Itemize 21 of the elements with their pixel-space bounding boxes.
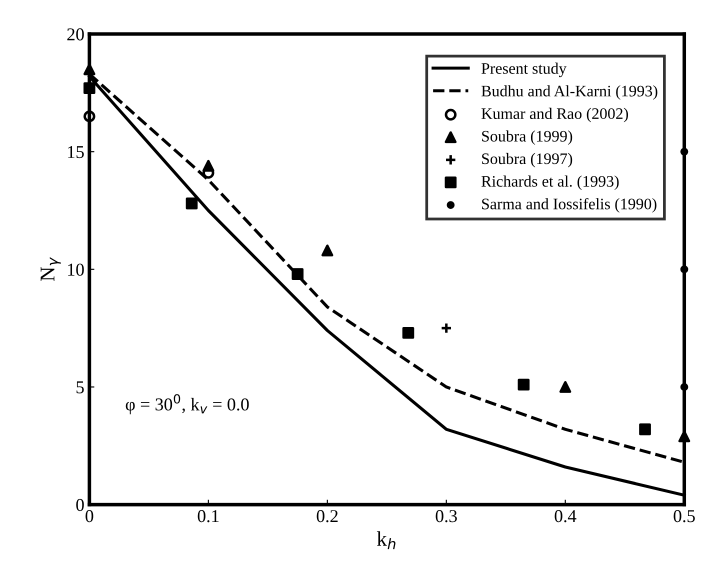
y-tick-label: 10 <box>68 264 84 276</box>
y-tick-label: 0 <box>76 498 84 512</box>
annotation: φ = 30$^{0}$, k$_{v}$ = 0.0 <box>126 394 249 414</box>
legend-label: Soubra (1999) <box>482 130 572 145</box>
legend-label: Budhu and Al-Karni (1993) <box>481 85 658 100</box>
x-tick-label: 0.1 <box>198 510 219 522</box>
x-tick-label: 0.4 <box>554 510 576 522</box>
y-tick-label: 5 <box>76 381 84 394</box>
x-tick-label: 0.2 <box>316 510 338 522</box>
legend-label: Richards et al. (1993) <box>481 175 619 190</box>
x-axis-title: k$_{h}$ <box>376 531 396 550</box>
x-tick-label: 0.5 <box>674 510 695 522</box>
x-tick-label: 0.3 <box>436 510 457 522</box>
y-tick-label: 15 <box>68 146 84 158</box>
legend-label: Present study <box>481 62 567 78</box>
legend-label: Sarma and Iossifelis (1990) <box>482 198 656 213</box>
y-axis-title: N$_{γ}$ <box>40 257 61 282</box>
legend-label: Kumar and Rao (2002) <box>481 108 628 122</box>
y-tick-label: 20 <box>67 28 84 40</box>
x-tick-label: 0 <box>86 510 94 522</box>
legend-label: Soubra (1997) <box>482 152 572 168</box>
